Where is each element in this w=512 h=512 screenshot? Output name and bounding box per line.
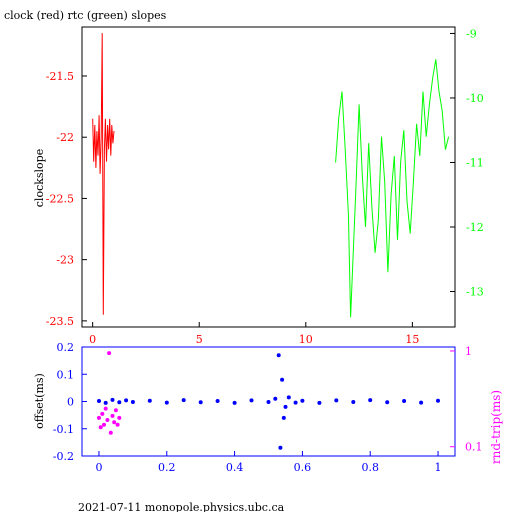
offset-point [281, 415, 286, 420]
rnd-trip-point [103, 406, 108, 411]
rnd-trip-point [113, 408, 118, 413]
top-y2-tick-label: -11 [466, 156, 484, 169]
offset-point [280, 377, 285, 382]
rnd-trip-point [115, 422, 120, 427]
footer-text: 2021-07-11 monopole.physics.ubc.ca [78, 501, 285, 512]
offset-point [278, 445, 283, 450]
top-x-tick-label: 5 [196, 333, 203, 346]
offset-point [317, 400, 322, 405]
offset-point [276, 353, 281, 358]
bottom-x-tick-label: 0.2 [158, 461, 176, 474]
chart-title: clock (red) rtc (green) slopes [4, 9, 167, 22]
series-clock-line [92, 33, 115, 315]
offset-point [215, 399, 220, 403]
offset-point [300, 398, 305, 403]
top-y-tick-label: -21.5 [46, 70, 74, 83]
bottom-y2-tick-label: 1 [465, 345, 472, 358]
offset-point [266, 400, 271, 404]
rnd-trip-point [98, 425, 103, 430]
rnd-trip-point [105, 418, 110, 422]
offset-point [402, 399, 407, 403]
top-x-tick-label: 15 [405, 333, 419, 346]
bottom-y-tick-label: -0.2 [53, 450, 74, 463]
bottom-y-tick-label: -0.1 [53, 423, 74, 436]
offset-point [334, 398, 339, 403]
bottom-plot: 0 0.2 0.4 0.6 0.8 1 0.2 0.1 0 -0.1 -0.2 1 0.1 [53, 341, 483, 474]
top-y-axis-label: clockslope [33, 149, 46, 207]
top-plot: 0 5 10 15 -21.5 -22 -22.5 -23 -23.5 -9 -10 -11 -12 -1… [46, 26, 484, 346]
top-y-tick-label: -22.5 [46, 192, 74, 205]
offset-point [181, 398, 186, 403]
offset-point [385, 400, 390, 405]
offset-point [130, 400, 135, 404]
top-y2-tick-label: -9 [466, 27, 477, 40]
bottom-y-tick-label: 0 [67, 396, 74, 409]
bottom-x-tick-label: 0.6 [294, 461, 312, 474]
rnd-trip-point [107, 351, 112, 356]
bottom-y-axis-label: offset(ms) [33, 373, 46, 429]
top-y2-tick-label: -12 [466, 221, 484, 234]
bottom-y-tick-label: 0.1 [57, 368, 75, 381]
offset-point [436, 398, 440, 403]
offset-point [249, 398, 254, 403]
top-y2-tick-label: -13 [466, 286, 484, 299]
top-x-tick-label: 10 [299, 333, 313, 346]
offset-point [368, 398, 373, 403]
bottom-x-tick-label: 0.8 [361, 461, 379, 474]
offset-point [232, 400, 237, 405]
offset-point [110, 397, 115, 402]
offset-point [97, 399, 101, 403]
top-y-tick-label: -22 [56, 131, 74, 144]
rnd-trip-point [97, 415, 101, 420]
offset-point [293, 400, 298, 405]
rnd-trip-point [110, 413, 115, 418]
offset-point [103, 400, 108, 405]
rnd-trip-point [108, 430, 113, 435]
offset-point [164, 400, 169, 405]
bottom-y2-tick-label: 0.1 [465, 441, 483, 454]
bottom-x-tick-label: 1 [435, 461, 442, 474]
top-y-tick-label: -23 [56, 254, 74, 267]
series-rtc-line [335, 59, 450, 318]
top-plot-frame [81, 26, 456, 328]
series-rnd-trip [97, 351, 122, 435]
offset-point [198, 400, 203, 405]
offset-point [286, 395, 291, 400]
rnd-trip-point [112, 420, 117, 425]
rnd-trip-point [100, 411, 105, 416]
rnd-trip-point [102, 422, 106, 427]
bottom-y-tick-label: 0.2 [57, 341, 75, 354]
series-offset [97, 353, 440, 450]
offset-point [273, 396, 278, 401]
offset-point [283, 404, 288, 409]
top-x-tick-label: 0 [89, 333, 96, 346]
top-y2-tick-label: -10 [466, 92, 484, 105]
bottom-y2-axis-label: rnd-trip(ms) [489, 390, 503, 464]
bottom-x-tick-label: 0 [95, 461, 102, 474]
top-y-tick-label: -23.5 [46, 315, 74, 328]
offset-point [117, 400, 122, 405]
offset-point [124, 398, 129, 403]
offset-point [419, 400, 424, 405]
offset-point [147, 398, 152, 403]
offset-point [351, 400, 356, 404]
bottom-x-tick-label: 0.4 [226, 461, 244, 474]
rnd-trip-point [117, 415, 122, 420]
